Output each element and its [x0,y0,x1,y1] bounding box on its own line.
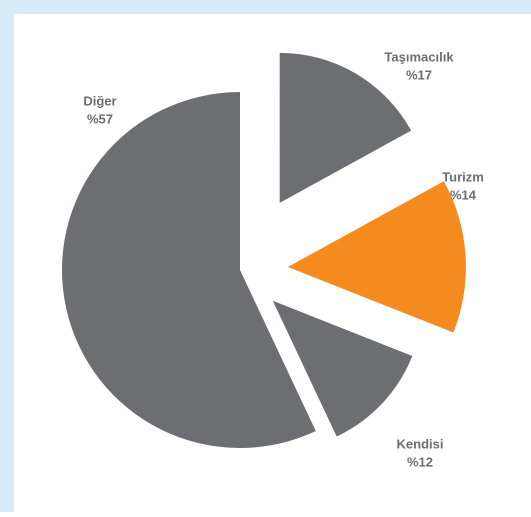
slice-value-label: %12 [407,454,433,469]
pie-slice [287,181,466,333]
slice-label: Turizm [442,169,484,184]
slice-value-label: %57 [87,111,113,126]
slice-value-label: %14 [450,187,477,202]
pie-slice [272,300,413,437]
slice-label: Kendisi [397,436,444,451]
pie-slice [279,52,412,203]
slice-label: Diğer [83,93,116,108]
slice-label: Taşımacılık [384,49,454,64]
slice-value-label: %17 [406,67,432,82]
pie [62,52,466,448]
top-border [0,0,531,14]
pie-slice [62,92,316,448]
left-border [0,0,14,512]
